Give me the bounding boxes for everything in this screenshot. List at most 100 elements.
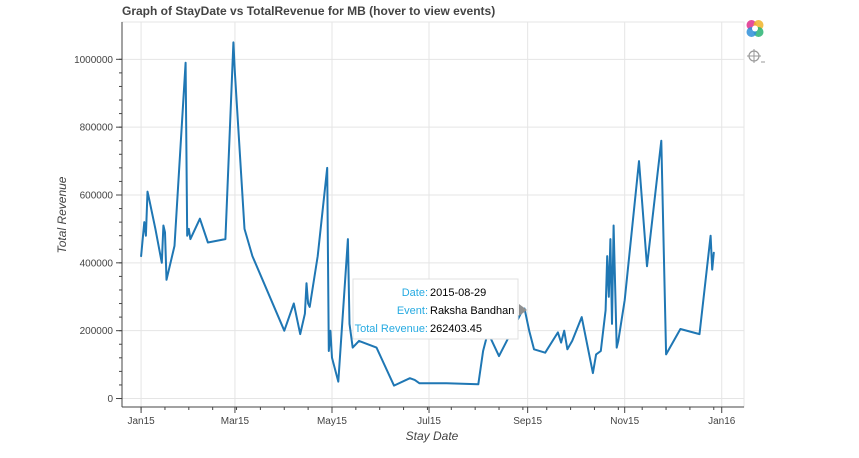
revenue-data-point[interactable] xyxy=(417,381,422,386)
y-tick-label: 800000 xyxy=(80,123,114,134)
revenue-data-point[interactable] xyxy=(481,349,486,354)
tooltip-event-value: Raksha Bandhan xyxy=(430,305,514,317)
x-tick-label: Jan15 xyxy=(127,416,155,427)
revenue-series-line[interactable] xyxy=(140,41,715,387)
revenue-data-point[interactable] xyxy=(159,260,164,265)
revenue-data-point[interactable] xyxy=(606,294,611,299)
tooltip-revenue-key: Total Revenue: xyxy=(355,323,428,335)
revenue-data-point[interactable] xyxy=(543,350,548,355)
revenue-data-point[interactable] xyxy=(527,328,532,333)
series-layer[interactable] xyxy=(139,40,717,388)
revenue-data-point[interactable] xyxy=(609,321,614,326)
revenue-data-point[interactable] xyxy=(188,237,193,242)
revenue-data-point[interactable] xyxy=(153,226,158,231)
tooltip-date-key: Date: xyxy=(402,287,428,299)
revenue-data-point[interactable] xyxy=(145,189,150,194)
revenue-data-point[interactable] xyxy=(611,223,616,228)
revenue-data-point[interactable] xyxy=(304,281,309,286)
revenue-data-point[interactable] xyxy=(444,381,449,386)
revenue-data-point[interactable] xyxy=(570,338,575,343)
y-axis: 0 200000 400000 600000 800000 1000000 xyxy=(74,55,122,405)
revenue-data-point[interactable] xyxy=(392,383,397,388)
x-tick-label: Nov15 xyxy=(610,416,639,427)
x-tick-label: Mar15 xyxy=(221,416,250,427)
revenue-data-point[interactable] xyxy=(302,311,307,316)
revenue-data-point[interactable] xyxy=(374,345,379,350)
revenue-data-point[interactable] xyxy=(664,352,669,357)
chart-title: Graph of StayDate vs TotalRevenue for MB… xyxy=(122,4,495,18)
revenue-data-point[interactable] xyxy=(622,298,627,303)
y-tick-label: 1000000 xyxy=(74,55,113,66)
revenue-data-point[interactable] xyxy=(562,328,567,333)
x-axis-label: Stay Date xyxy=(406,429,459,443)
revenue-data-point[interactable] xyxy=(161,223,166,228)
revenue-data-point[interactable] xyxy=(659,138,664,143)
revenue-data-point[interactable] xyxy=(345,237,350,242)
revenue-data-point[interactable] xyxy=(231,40,236,45)
revenue-data-point[interactable] xyxy=(223,237,228,242)
revenue-data-point[interactable] xyxy=(710,267,715,272)
revenue-data-point[interactable] xyxy=(603,308,608,313)
revenue-data-point[interactable] xyxy=(350,345,355,350)
revenue-data-point[interactable] xyxy=(172,243,177,248)
revenue-data-point[interactable] xyxy=(605,254,610,259)
revenue-data-point[interactable] xyxy=(143,233,148,238)
revenue-data-point[interactable] xyxy=(291,301,296,306)
revenue-data-point[interactable] xyxy=(242,226,247,231)
revenue-data-point[interactable] xyxy=(616,338,621,343)
revenue-data-point[interactable] xyxy=(164,277,169,282)
revenue-data-point[interactable] xyxy=(329,355,334,360)
revenue-data-point[interactable] xyxy=(186,226,191,231)
y-axis-label: Total Revenue xyxy=(55,176,69,253)
revenue-data-point[interactable] xyxy=(555,330,560,335)
revenue-data-point[interactable] xyxy=(307,304,312,309)
revenue-data-point[interactable] xyxy=(328,328,333,333)
revenue-data-point[interactable] xyxy=(412,377,417,382)
revenue-data-point[interactable] xyxy=(565,347,570,352)
revenue-data-point[interactable] xyxy=(708,233,713,238)
x-axis: Jan15 Mar15 May15 Jul15 Sep15 Nov15 Jan16 xyxy=(127,407,736,427)
revenue-data-point[interactable] xyxy=(598,349,603,354)
revenue-data-point[interactable] xyxy=(711,250,716,255)
y-tick-label: 0 xyxy=(107,394,113,405)
y-tick-label: 200000 xyxy=(80,326,114,337)
revenue-data-point[interactable] xyxy=(407,376,412,381)
revenue-data-point[interactable] xyxy=(594,352,599,357)
hover-tooltip: Date: 2015-08-29 Event: Raksha Bandhan T… xyxy=(352,278,527,340)
revenue-data-point[interactable] xyxy=(197,216,202,221)
y-tick-label: 400000 xyxy=(80,258,114,269)
revenue-data-point[interactable] xyxy=(183,60,188,65)
revenue-data-point[interactable] xyxy=(282,328,287,333)
revenue-data-point[interactable] xyxy=(697,332,702,337)
revenue-data-point[interactable] xyxy=(559,340,564,345)
revenue-data-point[interactable] xyxy=(590,371,595,376)
revenue-data-point[interactable] xyxy=(325,165,330,170)
bokeh-logo-icon[interactable] xyxy=(746,20,764,37)
tooltip-date-value: 2015-08-29 xyxy=(430,287,486,299)
tooltip-pointer-icon xyxy=(519,304,527,316)
revenue-data-point[interactable] xyxy=(347,321,352,326)
revenue-data-point[interactable] xyxy=(315,254,320,259)
revenue-data-point[interactable] xyxy=(579,315,584,320)
revenue-data-point[interactable] xyxy=(497,354,502,359)
revenue-data-point[interactable] xyxy=(608,237,613,242)
revenue-data-point[interactable] xyxy=(637,159,642,164)
y-tick-label: 600000 xyxy=(80,190,114,201)
revenue-data-point[interactable] xyxy=(532,347,537,352)
revenue-data-point[interactable] xyxy=(205,240,210,245)
revenue-data-point[interactable] xyxy=(147,196,152,201)
revenue-data-point[interactable] xyxy=(162,230,167,235)
revenue-data-point[interactable] xyxy=(678,326,683,331)
revenue-data-point[interactable] xyxy=(232,70,237,75)
revenue-data-point[interactable] xyxy=(336,379,341,384)
revenue-data-point[interactable] xyxy=(614,345,619,350)
revenue-data-point[interactable] xyxy=(644,264,649,269)
crosshair-hover-icon[interactable] xyxy=(747,49,765,63)
revenue-data-point[interactable] xyxy=(139,254,144,259)
revenue-data-point[interactable] xyxy=(142,220,147,225)
revenue-data-point[interactable] xyxy=(250,254,255,259)
revenue-data-point[interactable] xyxy=(326,349,331,354)
revenue-data-point[interactable] xyxy=(298,332,303,337)
revenue-data-point[interactable] xyxy=(476,382,481,387)
